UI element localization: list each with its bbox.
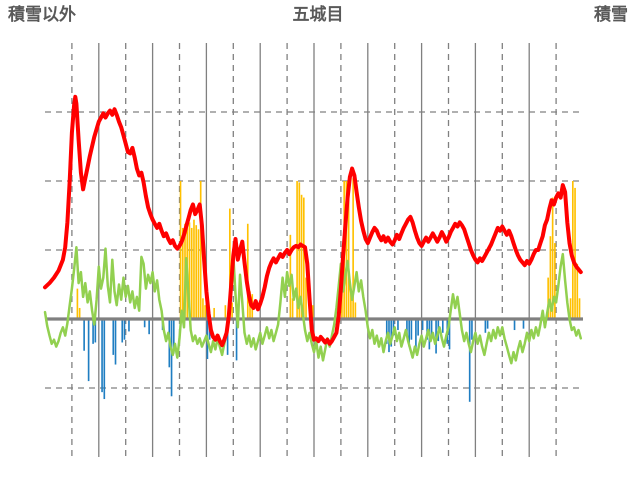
orange-bars — [78, 307, 81, 319]
blue-bars — [148, 319, 150, 335]
left-axis-title: 積雪以外 — [8, 5, 76, 24]
orange-bars — [213, 307, 215, 319]
blue-bars — [103, 319, 106, 400]
orange-bars — [298, 182, 301, 319]
orange-bars — [554, 243, 556, 319]
blue-bars — [471, 319, 473, 340]
orange-bars — [229, 208, 231, 319]
orange-bars — [296, 181, 298, 319]
orange-bars — [246, 223, 249, 319]
blue-bars — [121, 319, 124, 343]
orange-bars — [551, 197, 554, 319]
orange-bars — [302, 197, 305, 319]
blue-bars — [226, 319, 229, 355]
blue-bars — [426, 319, 428, 340]
orange-bars — [549, 236, 552, 319]
orange-bars — [291, 298, 294, 319]
orange-bars — [347, 183, 350, 319]
orange-bars — [188, 222, 191, 319]
blue-bars — [406, 319, 408, 337]
blue-bars — [390, 319, 393, 347]
blue-bars — [448, 319, 451, 350]
orange-bars — [193, 219, 195, 319]
blue-bars — [421, 319, 424, 331]
red-line — [43, 94, 583, 348]
blue-bars — [408, 319, 410, 347]
blue-bars — [83, 319, 85, 351]
orange-bars — [569, 298, 572, 319]
blue-bars — [87, 319, 90, 382]
orange-bars — [576, 263, 579, 319]
blue-bars — [484, 319, 487, 333]
blue-bars — [397, 319, 399, 331]
orange-bars — [345, 181, 348, 319]
orange-bars — [354, 302, 357, 319]
orange-bars — [76, 288, 79, 319]
orange-bars — [195, 225, 198, 319]
blue-bars — [170, 319, 173, 397]
orange-bars — [190, 227, 193, 319]
blue-bars — [235, 319, 238, 361]
blue-bars — [172, 319, 175, 354]
blue-bars — [417, 319, 419, 336]
orange-bars — [231, 302, 233, 319]
orange-bars — [311, 305, 314, 319]
blue-bars — [468, 319, 471, 402]
orange-bars — [574, 187, 576, 319]
orange-bars — [199, 181, 202, 319]
orange-bars — [204, 305, 206, 319]
blue-bars — [513, 319, 516, 331]
blue-bars — [143, 319, 146, 328]
chart-title: 五城目 — [292, 5, 344, 24]
blue-bars — [101, 319, 103, 393]
blue-bars — [522, 319, 525, 329]
blue-bars — [94, 319, 97, 343]
orange-bars — [578, 298, 581, 319]
blue-bars — [486, 319, 489, 329]
orange-bars — [179, 181, 182, 319]
orange-bars — [224, 305, 227, 319]
right-axis-title: 積雪 — [594, 5, 628, 24]
blue-bars — [410, 319, 413, 340]
orange-bars — [197, 229, 200, 319]
blue-bars — [112, 319, 115, 355]
blue-bars — [441, 319, 444, 333]
blue-bars — [123, 319, 126, 340]
orange-bars — [300, 194, 303, 319]
blue-bars — [415, 319, 417, 351]
blue-bars — [430, 319, 433, 339]
blue-bars — [114, 319, 117, 365]
orange-bars — [305, 277, 307, 319]
orange-bars — [181, 227, 184, 319]
blue-bars — [385, 319, 388, 344]
green-line — [43, 245, 583, 365]
blue-bars — [128, 319, 130, 332]
orange-bars — [350, 291, 352, 319]
orange-bars — [352, 178, 354, 319]
blue-bars — [92, 319, 94, 344]
orange-bars — [547, 277, 549, 319]
orange-bars — [202, 298, 204, 319]
